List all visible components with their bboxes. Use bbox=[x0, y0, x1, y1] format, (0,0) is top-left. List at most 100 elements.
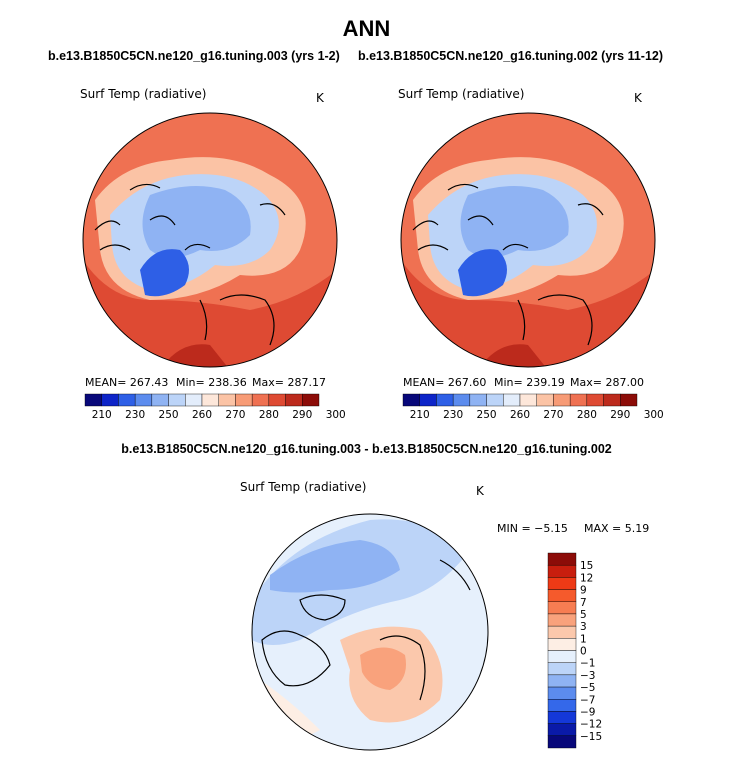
difference-polar-map bbox=[252, 514, 488, 750]
diff-colorbar-swatch bbox=[547, 650, 577, 663]
diff-colorbar-swatch bbox=[547, 625, 577, 639]
diff-colorbar-tick-label: 7 bbox=[580, 597, 587, 609]
right-colorbar-swatch bbox=[519, 393, 537, 407]
diff-max-stat: MAX = 5.19 bbox=[584, 522, 650, 535]
left-colorbar-tick-label: 230 bbox=[125, 409, 145, 421]
diff-unit-label: K bbox=[476, 484, 484, 498]
right-colorbar-swatch bbox=[569, 393, 588, 407]
left-map-border bbox=[82, 112, 338, 368]
diff-colorbar-swatch bbox=[547, 638, 577, 651]
left-polar-map bbox=[83, 113, 337, 367]
right-colorbar-tick-label: 280 bbox=[577, 409, 597, 421]
left-colorbar-swatch bbox=[218, 393, 236, 407]
left-colorbar-tick-label: 210 bbox=[92, 409, 112, 421]
left-colorbar: 210 230 250 260 270 280 290 300 bbox=[84, 393, 346, 421]
right-colorbar-swatch bbox=[452, 393, 471, 407]
main-title: ANN bbox=[342, 16, 391, 41]
left-mean-stat: MEAN= 267.43 bbox=[85, 376, 169, 389]
right-colorbar-swatch bbox=[436, 393, 454, 407]
diff-colorbar-swatch bbox=[547, 674, 577, 688]
diff-map-cold-zone bbox=[270, 540, 400, 593]
left-colorbar-tick-label: 290 bbox=[292, 409, 312, 421]
diff-map-hot-zone bbox=[360, 647, 406, 690]
right-variable-label: Surf Temp (radiative) bbox=[398, 87, 525, 101]
right-max-stat: Max= 287.00 bbox=[570, 376, 644, 389]
diff-colorbar-tick-label: 1 bbox=[580, 633, 587, 645]
left-min-stat: Min= 238.36 bbox=[176, 376, 247, 389]
right-mean-stat: MEAN= 267.60 bbox=[403, 376, 487, 389]
diff-colorbar-tick-label: −12 bbox=[580, 719, 602, 731]
diff-colorbar-swatch bbox=[547, 699, 577, 712]
right-colorbar: 210 230 250 260 270 280 290 300 bbox=[402, 393, 664, 421]
right-colorbar-swatch bbox=[586, 393, 604, 407]
left-colorbar-tick-label: 250 bbox=[159, 409, 179, 421]
right-map-greenland-cold bbox=[458, 249, 507, 297]
left-map-warm-band bbox=[83, 260, 337, 367]
right-colorbar-swatch bbox=[419, 393, 437, 407]
right-case-title: b.e13.B1850C5CN.ne120_g16.tuning.002 (yr… bbox=[358, 49, 664, 63]
diff-colorbar-tick-label: −5 bbox=[580, 682, 595, 694]
left-case-title: b.e13.B1850C5CN.ne120_g16.tuning.003 (yr… bbox=[48, 49, 340, 63]
left-map-cold-zone bbox=[142, 186, 251, 258]
right-unit-label: K bbox=[634, 91, 642, 105]
right-colorbar-tick-label: 270 bbox=[543, 409, 563, 421]
left-colorbar-tick-label: 300 bbox=[326, 409, 346, 421]
left-colorbar-swatch bbox=[118, 393, 136, 407]
diff-colorbar-tick-label: −15 bbox=[580, 731, 602, 743]
right-colorbar-swatch bbox=[486, 393, 504, 407]
left-colorbar-swatch bbox=[268, 393, 286, 407]
diff-colorbar-swatch bbox=[547, 662, 577, 676]
left-colorbar-swatch bbox=[151, 393, 169, 407]
right-map-cold-zone bbox=[460, 186, 569, 258]
diff-colorbar-tick-label: 15 bbox=[580, 560, 593, 572]
right-colorbar-swatch bbox=[536, 393, 554, 407]
left-colorbar-tick-label: 270 bbox=[225, 409, 245, 421]
right-map-coastlines bbox=[412, 183, 604, 346]
left-colorbar-swatch bbox=[235, 393, 253, 407]
left-variable-label: Surf Temp (radiative) bbox=[80, 87, 207, 101]
difference-title: b.e13.B1850C5CN.ne120_g16.tuning.003 - b… bbox=[121, 442, 612, 456]
left-colorbar-tick-label: 260 bbox=[192, 409, 212, 421]
diff-colorbar-tick-label: −3 bbox=[580, 670, 595, 682]
right-colorbar-tick-label: 230 bbox=[443, 409, 463, 421]
right-colorbar-swatch bbox=[603, 393, 621, 407]
right-colorbar-tick-label: 260 bbox=[510, 409, 530, 421]
diff-colorbar-swatch bbox=[547, 589, 577, 602]
diff-colorbar-swatch bbox=[547, 735, 577, 749]
left-max-stat: Max= 287.17 bbox=[252, 376, 326, 389]
diff-colorbar-tick-label: −7 bbox=[580, 694, 595, 706]
right-colorbar-swatch bbox=[553, 393, 571, 407]
left-colorbar-swatch bbox=[168, 393, 186, 407]
diff-colorbar-tick-label: 0 bbox=[580, 646, 587, 658]
diff-map-border bbox=[251, 513, 489, 751]
right-colorbar-tick-label: 300 bbox=[644, 409, 664, 421]
diff-colorbar-tick-label: −1 bbox=[580, 658, 595, 670]
diff-variable-label: Surf Temp (radiative) bbox=[240, 480, 367, 494]
diff-colorbar-swatch bbox=[547, 577, 577, 590]
diff-colorbar-swatch bbox=[547, 564, 577, 578]
left-colorbar-swatch bbox=[185, 393, 203, 407]
right-colorbar-swatch bbox=[469, 393, 487, 407]
diff-colorbar-swatch bbox=[547, 552, 577, 566]
diff-colorbar-tick-label: 12 bbox=[580, 572, 593, 584]
right-map-border bbox=[400, 112, 656, 368]
diff-colorbar-tick-label: −9 bbox=[580, 706, 595, 718]
diff-min-stat: MIN = −5.15 bbox=[497, 522, 568, 535]
left-colorbar-tick-label: 280 bbox=[259, 409, 279, 421]
right-colorbar-swatch bbox=[503, 393, 521, 407]
right-colorbar-swatch bbox=[402, 393, 420, 407]
right-colorbar-tick-label: 250 bbox=[477, 409, 497, 421]
right-map-warm-band bbox=[401, 260, 655, 367]
right-min-stat: Min= 239.19 bbox=[494, 376, 565, 389]
left-colorbar-swatch bbox=[101, 393, 119, 407]
left-colorbar-swatch bbox=[84, 393, 102, 407]
diff-colorbar-tick-label: 3 bbox=[580, 621, 587, 633]
right-colorbar-tick-label: 290 bbox=[610, 409, 630, 421]
diff-map-coastlines bbox=[261, 559, 471, 701]
left-colorbar-swatch bbox=[302, 393, 320, 407]
diff-colorbar-swatch bbox=[547, 711, 577, 724]
right-colorbar-tick-label: 210 bbox=[410, 409, 430, 421]
diff-colorbar-tick-label: 9 bbox=[580, 585, 587, 597]
